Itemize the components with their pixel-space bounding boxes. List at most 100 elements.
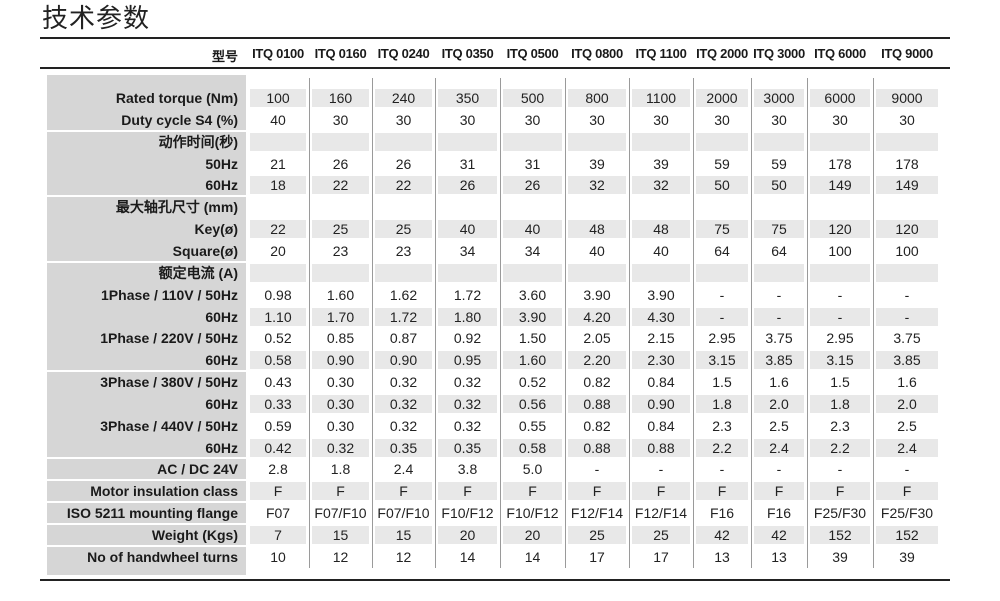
row-stripe: [754, 89, 804, 107]
table-cell: 30: [332, 111, 349, 128]
row-stripe: [696, 89, 748, 107]
row-label: 60Hz: [205, 177, 238, 194]
table-cell: -: [719, 461, 725, 478]
row-stripe: [503, 351, 562, 370]
table-cell: 18: [270, 177, 286, 194]
table-cell: F07/F10: [377, 505, 430, 522]
table-cell: 1.5: [712, 374, 732, 391]
row-stripe: [375, 351, 432, 370]
top-rule: [40, 37, 950, 39]
model-header: ITQ 9000: [881, 46, 933, 61]
table-cell: 149: [828, 177, 852, 194]
table-cell: 1.72: [389, 308, 418, 325]
table-cell: -: [904, 286, 910, 303]
table-cell: 0.32: [326, 439, 355, 456]
table-cell: 31: [524, 155, 541, 172]
row-stripe: [876, 132, 938, 151]
table-cell: 3.15: [708, 352, 736, 369]
table-cell: 0.30: [326, 374, 355, 391]
row-stripe: [438, 394, 497, 413]
table-cell: 2.3: [830, 417, 850, 434]
row-stripe: [438, 307, 497, 326]
column-divider: [873, 78, 874, 568]
table-cell: F07/F10: [314, 505, 367, 522]
row-stripe: [250, 263, 306, 282]
row-stripe: [568, 394, 626, 413]
table-cell: 800: [585, 90, 609, 106]
row-stripe: [754, 438, 804, 457]
row-stripe: [754, 307, 804, 326]
table-cell: 17: [653, 548, 669, 565]
table-cell: 6000: [824, 90, 856, 106]
row-stripe: [250, 220, 306, 239]
table-cell: 25: [589, 527, 605, 543]
table-cell: 0.87: [389, 330, 418, 347]
row-stripe: [375, 89, 432, 107]
table-cell: 2.0: [769, 395, 789, 412]
row-stripe: [754, 220, 804, 239]
table-cell: 0.88: [647, 439, 675, 456]
table-cell: 31: [459, 155, 476, 172]
row-stripe: [754, 132, 804, 151]
table-cell: -: [719, 308, 725, 325]
table-cell: F: [336, 483, 345, 500]
table-cell: 14: [459, 548, 476, 565]
table-cell: 13: [771, 548, 787, 565]
row-stripe: [568, 220, 626, 239]
row-stripe: [696, 526, 748, 544]
row-stripe: [810, 526, 870, 544]
header-rule: [40, 67, 950, 69]
group-separator: [47, 129, 246, 132]
row-stripe: [754, 394, 804, 413]
table-cell: F25/F30: [880, 505, 934, 522]
table-cell: 160: [328, 90, 353, 106]
table-cell: F: [592, 483, 602, 500]
table-cell: 178: [828, 155, 852, 172]
table-cell: F: [399, 483, 408, 500]
row-stripe: [810, 438, 870, 457]
row-stripe: [632, 482, 690, 501]
table-cell: 0.42: [264, 439, 292, 456]
table-cell: 3.90: [647, 286, 675, 303]
group-separator: [47, 544, 246, 547]
table-cell: 0.35: [389, 439, 418, 456]
table-cell: F12/F14: [570, 505, 624, 522]
row-stripe: [876, 351, 938, 370]
table-cell: 1.70: [326, 308, 355, 325]
table-cell: 20: [524, 527, 541, 543]
row-label: 最大轴孔尺寸 (mm): [115, 199, 238, 216]
table-cell: 30: [653, 111, 669, 128]
table-cell: 15: [332, 527, 349, 543]
table-cell: 0.35: [453, 439, 482, 456]
row-stripe: [438, 89, 497, 107]
table-cell: 30: [832, 111, 848, 128]
model-header: ITQ 0500: [506, 46, 559, 61]
row-stripe: [438, 438, 497, 457]
table-cell: 0.30: [326, 395, 355, 412]
row-stripe: [250, 132, 306, 151]
row-stripe: [250, 526, 306, 544]
table-cell: 9000: [891, 90, 923, 106]
table-cell: 0.88: [583, 395, 611, 412]
row-stripe: [568, 263, 626, 282]
group-separator: [47, 370, 246, 373]
table-cell: 25: [332, 221, 349, 238]
table-cell: 3.85: [765, 352, 793, 369]
table-cell: 64: [771, 242, 787, 259]
table-cell: 0.32: [453, 374, 482, 391]
table-cell: F: [902, 483, 912, 500]
row-stripe: [632, 220, 690, 239]
row-stripe: [876, 526, 938, 544]
table-cell: 1100: [645, 90, 677, 106]
table-cell: 3.90: [583, 286, 611, 303]
table-cell: 22: [332, 177, 349, 194]
table-cell: 5.0: [522, 461, 543, 478]
row-stripe: [503, 394, 562, 413]
table-cell: 2.3: [712, 417, 732, 434]
table-cell: 15: [395, 527, 412, 543]
group-separator: [47, 260, 246, 263]
row-stripe: [876, 482, 938, 501]
row-stripe: [312, 526, 369, 544]
row-stripe: [810, 220, 870, 239]
table-cell: -: [719, 286, 725, 303]
